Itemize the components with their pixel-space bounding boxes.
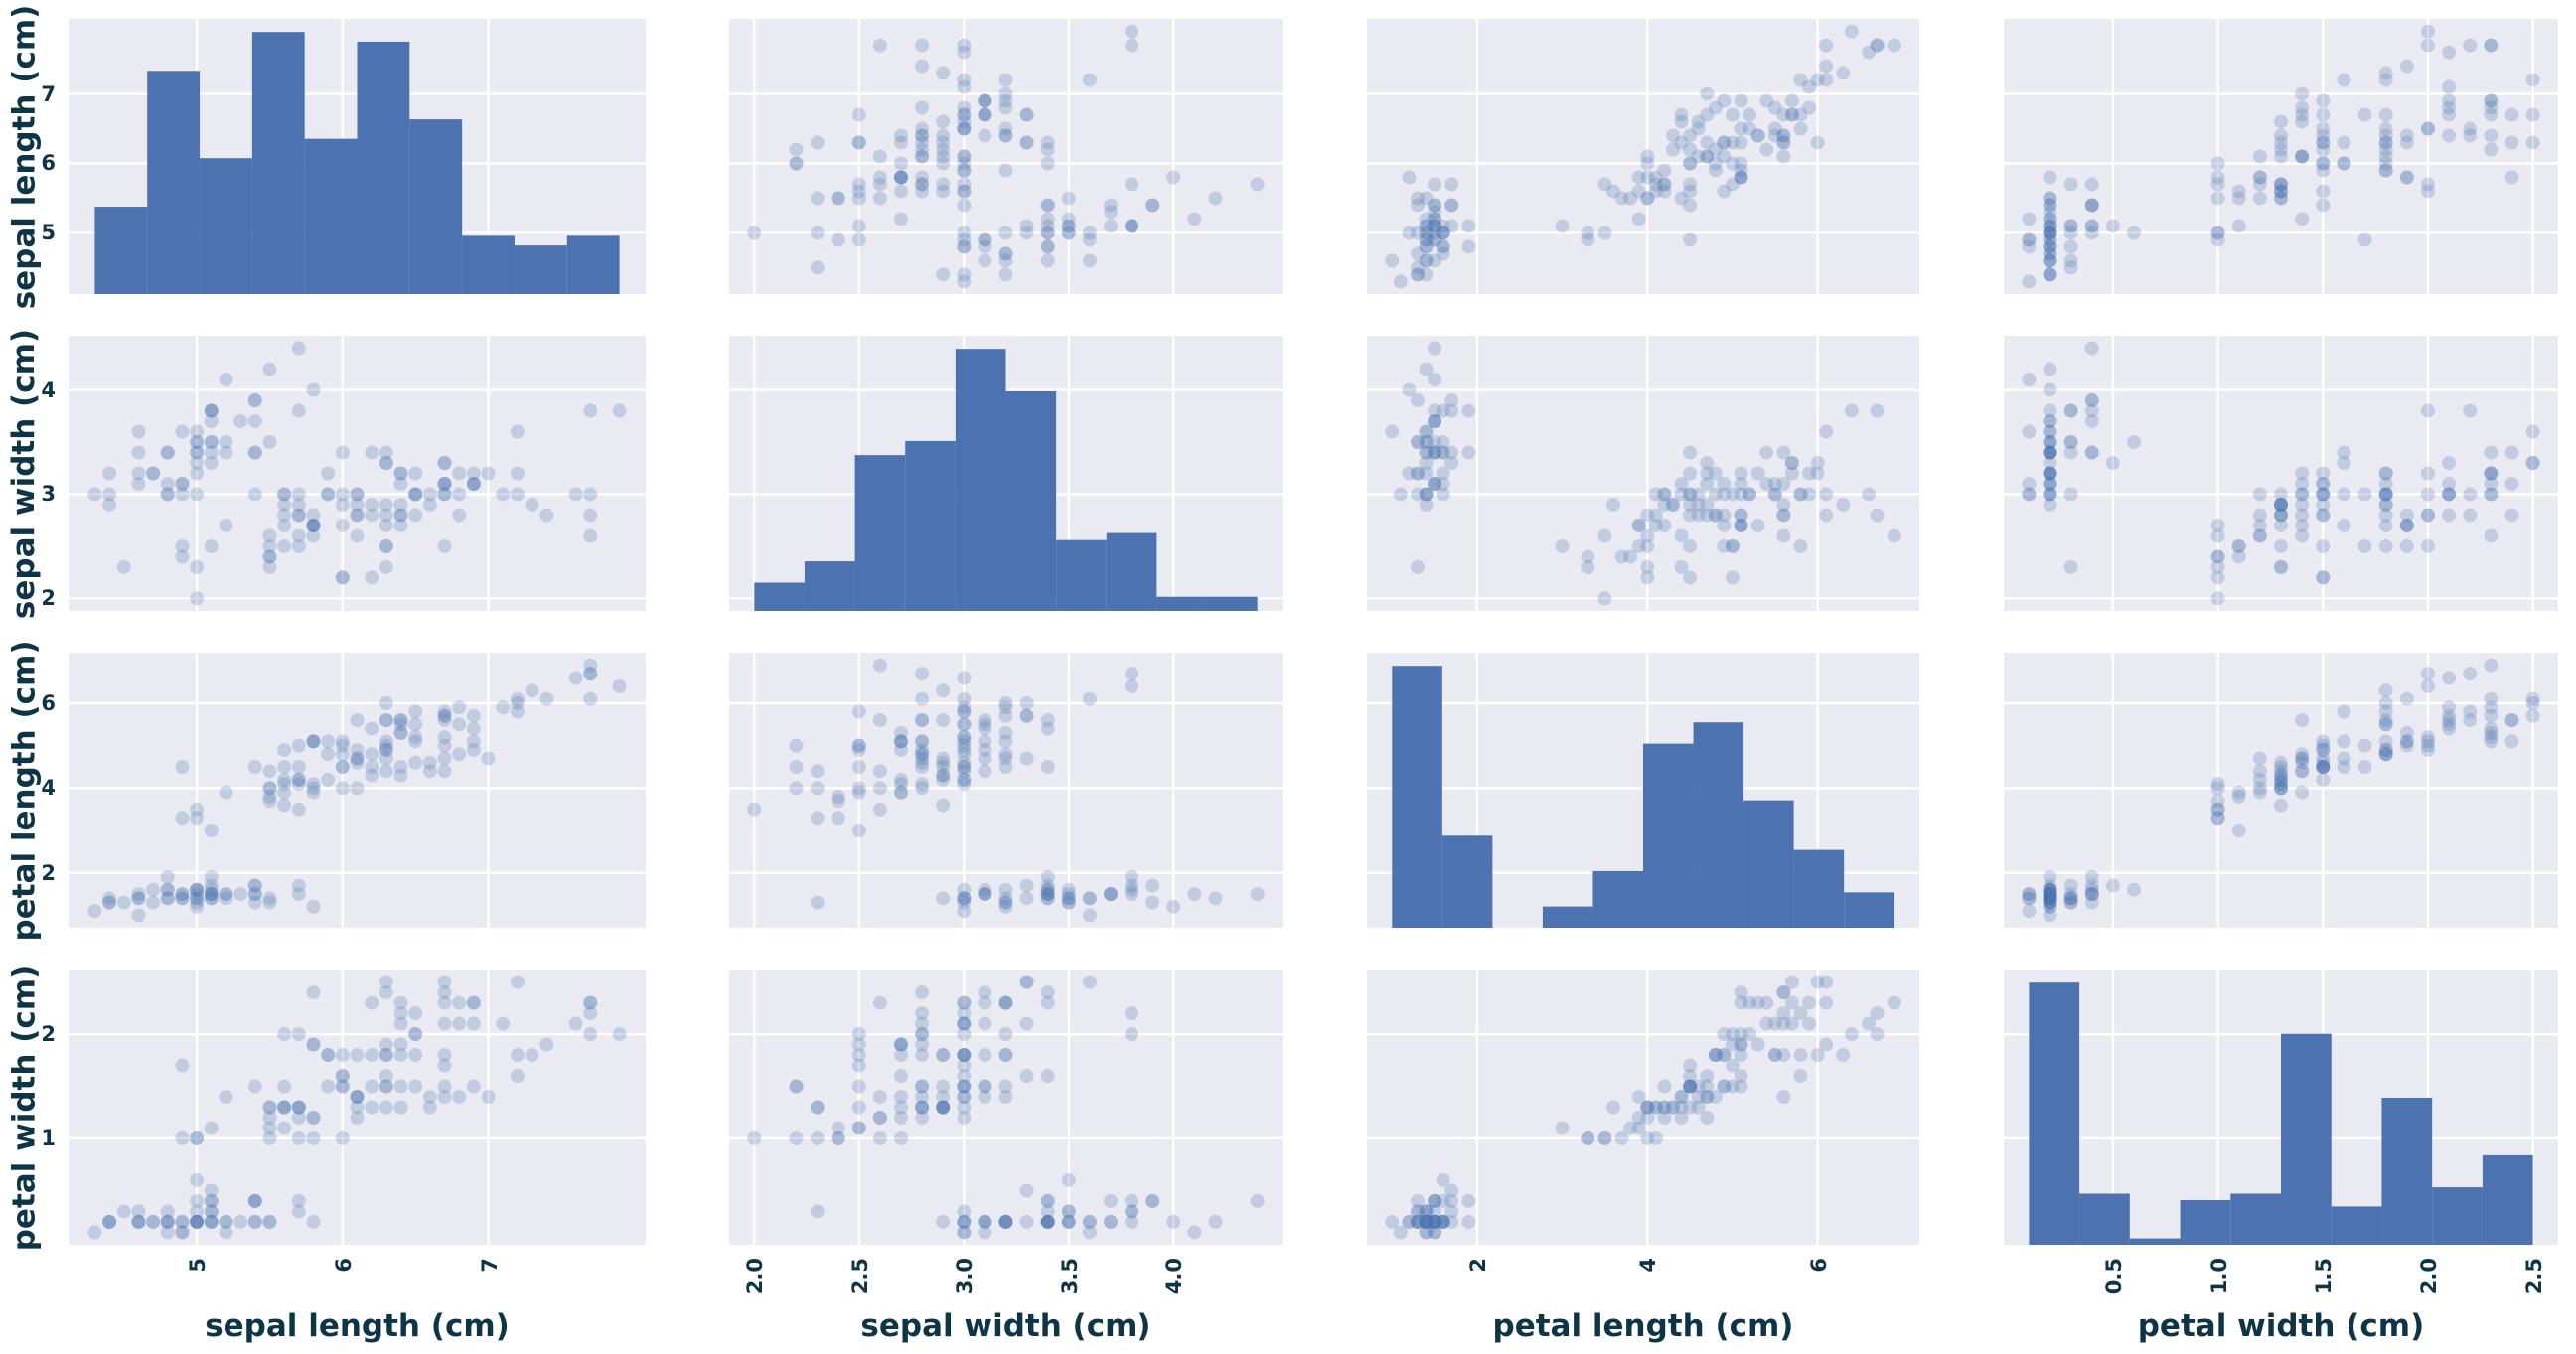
histogram-bar [1056,539,1107,611]
cell-r1c3-scatter [2004,336,2558,611]
cell-r0c0-histogram [69,19,646,294]
y-tick-label: 2 [41,860,56,885]
cell-r3c1-scatter [729,970,1283,1245]
histogram-bar [514,245,567,294]
x-axis-label-petal-width: petal width (cm) [2137,1308,2425,1344]
y-axis-label-text: sepal width (cm) [6,328,42,619]
x-tick-label: 1.0 [2206,1258,2231,1295]
histogram-bar [409,119,463,294]
y-tick-label: 4 [41,776,56,801]
histogram-bar [2079,1193,2130,1245]
histogram-bar [1106,532,1157,611]
histogram-bar [754,582,805,611]
histogram-bar [1441,835,1493,928]
histogram-bar [905,440,956,611]
x-tick-label: 6 [331,1258,356,1273]
histogram-bar [1005,390,1057,611]
x-tick-label: 2.5 [847,1258,872,1295]
y-tick-label: 3 [41,482,56,507]
y-axis-label-petal-width: petal width (cm) [0,964,48,1251]
x-tick-label: 4 [1636,1258,1661,1273]
cell-r1c1-histogram [729,336,1283,611]
histogram-bar [2029,982,2080,1245]
histogram-bar [1542,906,1593,928]
histogram-bar [147,71,201,294]
y-tick-label: 6 [41,151,56,176]
histogram-bar [1156,596,1208,611]
histogram-bar [2432,1187,2483,1245]
cell-r0c1-scatter [729,19,1283,294]
x-tick-label: 2.5 [2521,1258,2546,1295]
histogram-bar [94,207,148,294]
histogram-bar [955,349,1006,611]
histogram-bar [2281,1033,2332,1245]
cell-r2c3-scatter [2004,653,2558,928]
x-tick-label: 2.0 [743,1258,768,1295]
cell-r0c3-scatter [2004,19,2558,294]
histogram-bar [462,235,515,294]
histogram-bar [2331,1206,2382,1245]
x-tick-label: 1.5 [2312,1258,2337,1295]
x-tick-label: 5 [186,1258,211,1273]
histogram-bar [1743,800,1794,928]
histogram-bar [1793,849,1845,928]
cell-r1c0-scatter [69,336,646,611]
x-tick-label: 3.5 [1057,1258,1082,1295]
histogram-bar [1392,666,1442,928]
y-tick-label: 1 [41,1126,56,1150]
histogram-bar [2230,1193,2281,1245]
cell-r2c1-scatter [729,653,1283,928]
cell-r2c2-histogram [1367,653,1919,928]
y-tick-label: 2 [41,1022,56,1047]
histogram-bar [804,561,855,611]
cell-r0c2-scatter [1367,19,1919,294]
y-tick-label: 7 [41,81,56,106]
x-tick-label: 6 [1806,1258,1831,1273]
histogram-bar [304,138,358,294]
histogram-bar [2129,1238,2181,1245]
x-tick-label: 7 [477,1258,502,1273]
histogram-bar [2180,1199,2231,1245]
cell-r1c2-scatter [1367,336,1919,611]
histogram-bar [2482,1154,2533,1245]
histogram-bar [251,32,305,294]
histogram-bar [200,158,252,294]
cell-r3c2-scatter [1367,970,1919,1245]
x-axis-label-petal-length: petal length (cm) [1492,1308,1794,1344]
x-axis-label-sepal-length: sepal length (cm) [205,1308,510,1344]
histogram-bar [1592,870,1643,928]
histogram-bar [1643,743,1694,928]
histogram-bar [1207,596,1258,611]
histogram-bar [854,455,906,611]
x-tick-label: 2.0 [2416,1258,2441,1295]
x-tick-label: 4.0 [1162,1258,1187,1295]
y-tick-label: 5 [41,221,56,245]
y-tick-label: 2 [41,586,56,611]
y-axis-label-text: petal width (cm) [6,964,42,1251]
x-axis-label-sepal-width: sepal width (cm) [860,1308,1151,1344]
cell-r2c0-scatter [69,653,646,928]
histogram-bar [566,235,620,294]
y-tick-label: 6 [41,691,56,715]
x-tick-label: 0.5 [2101,1258,2126,1295]
histogram-bar [2381,1098,2433,1245]
histogram-bar [357,41,410,294]
cell-r3c0-scatter [69,970,646,1245]
x-tick-label: 2 [1465,1258,1490,1273]
histogram-bar [1844,892,1894,928]
cell-r3c3-histogram [2004,970,2558,1245]
x-tick-label: 3.0 [953,1258,978,1295]
y-tick-label: 4 [41,377,56,402]
histogram-bar [1693,722,1744,928]
